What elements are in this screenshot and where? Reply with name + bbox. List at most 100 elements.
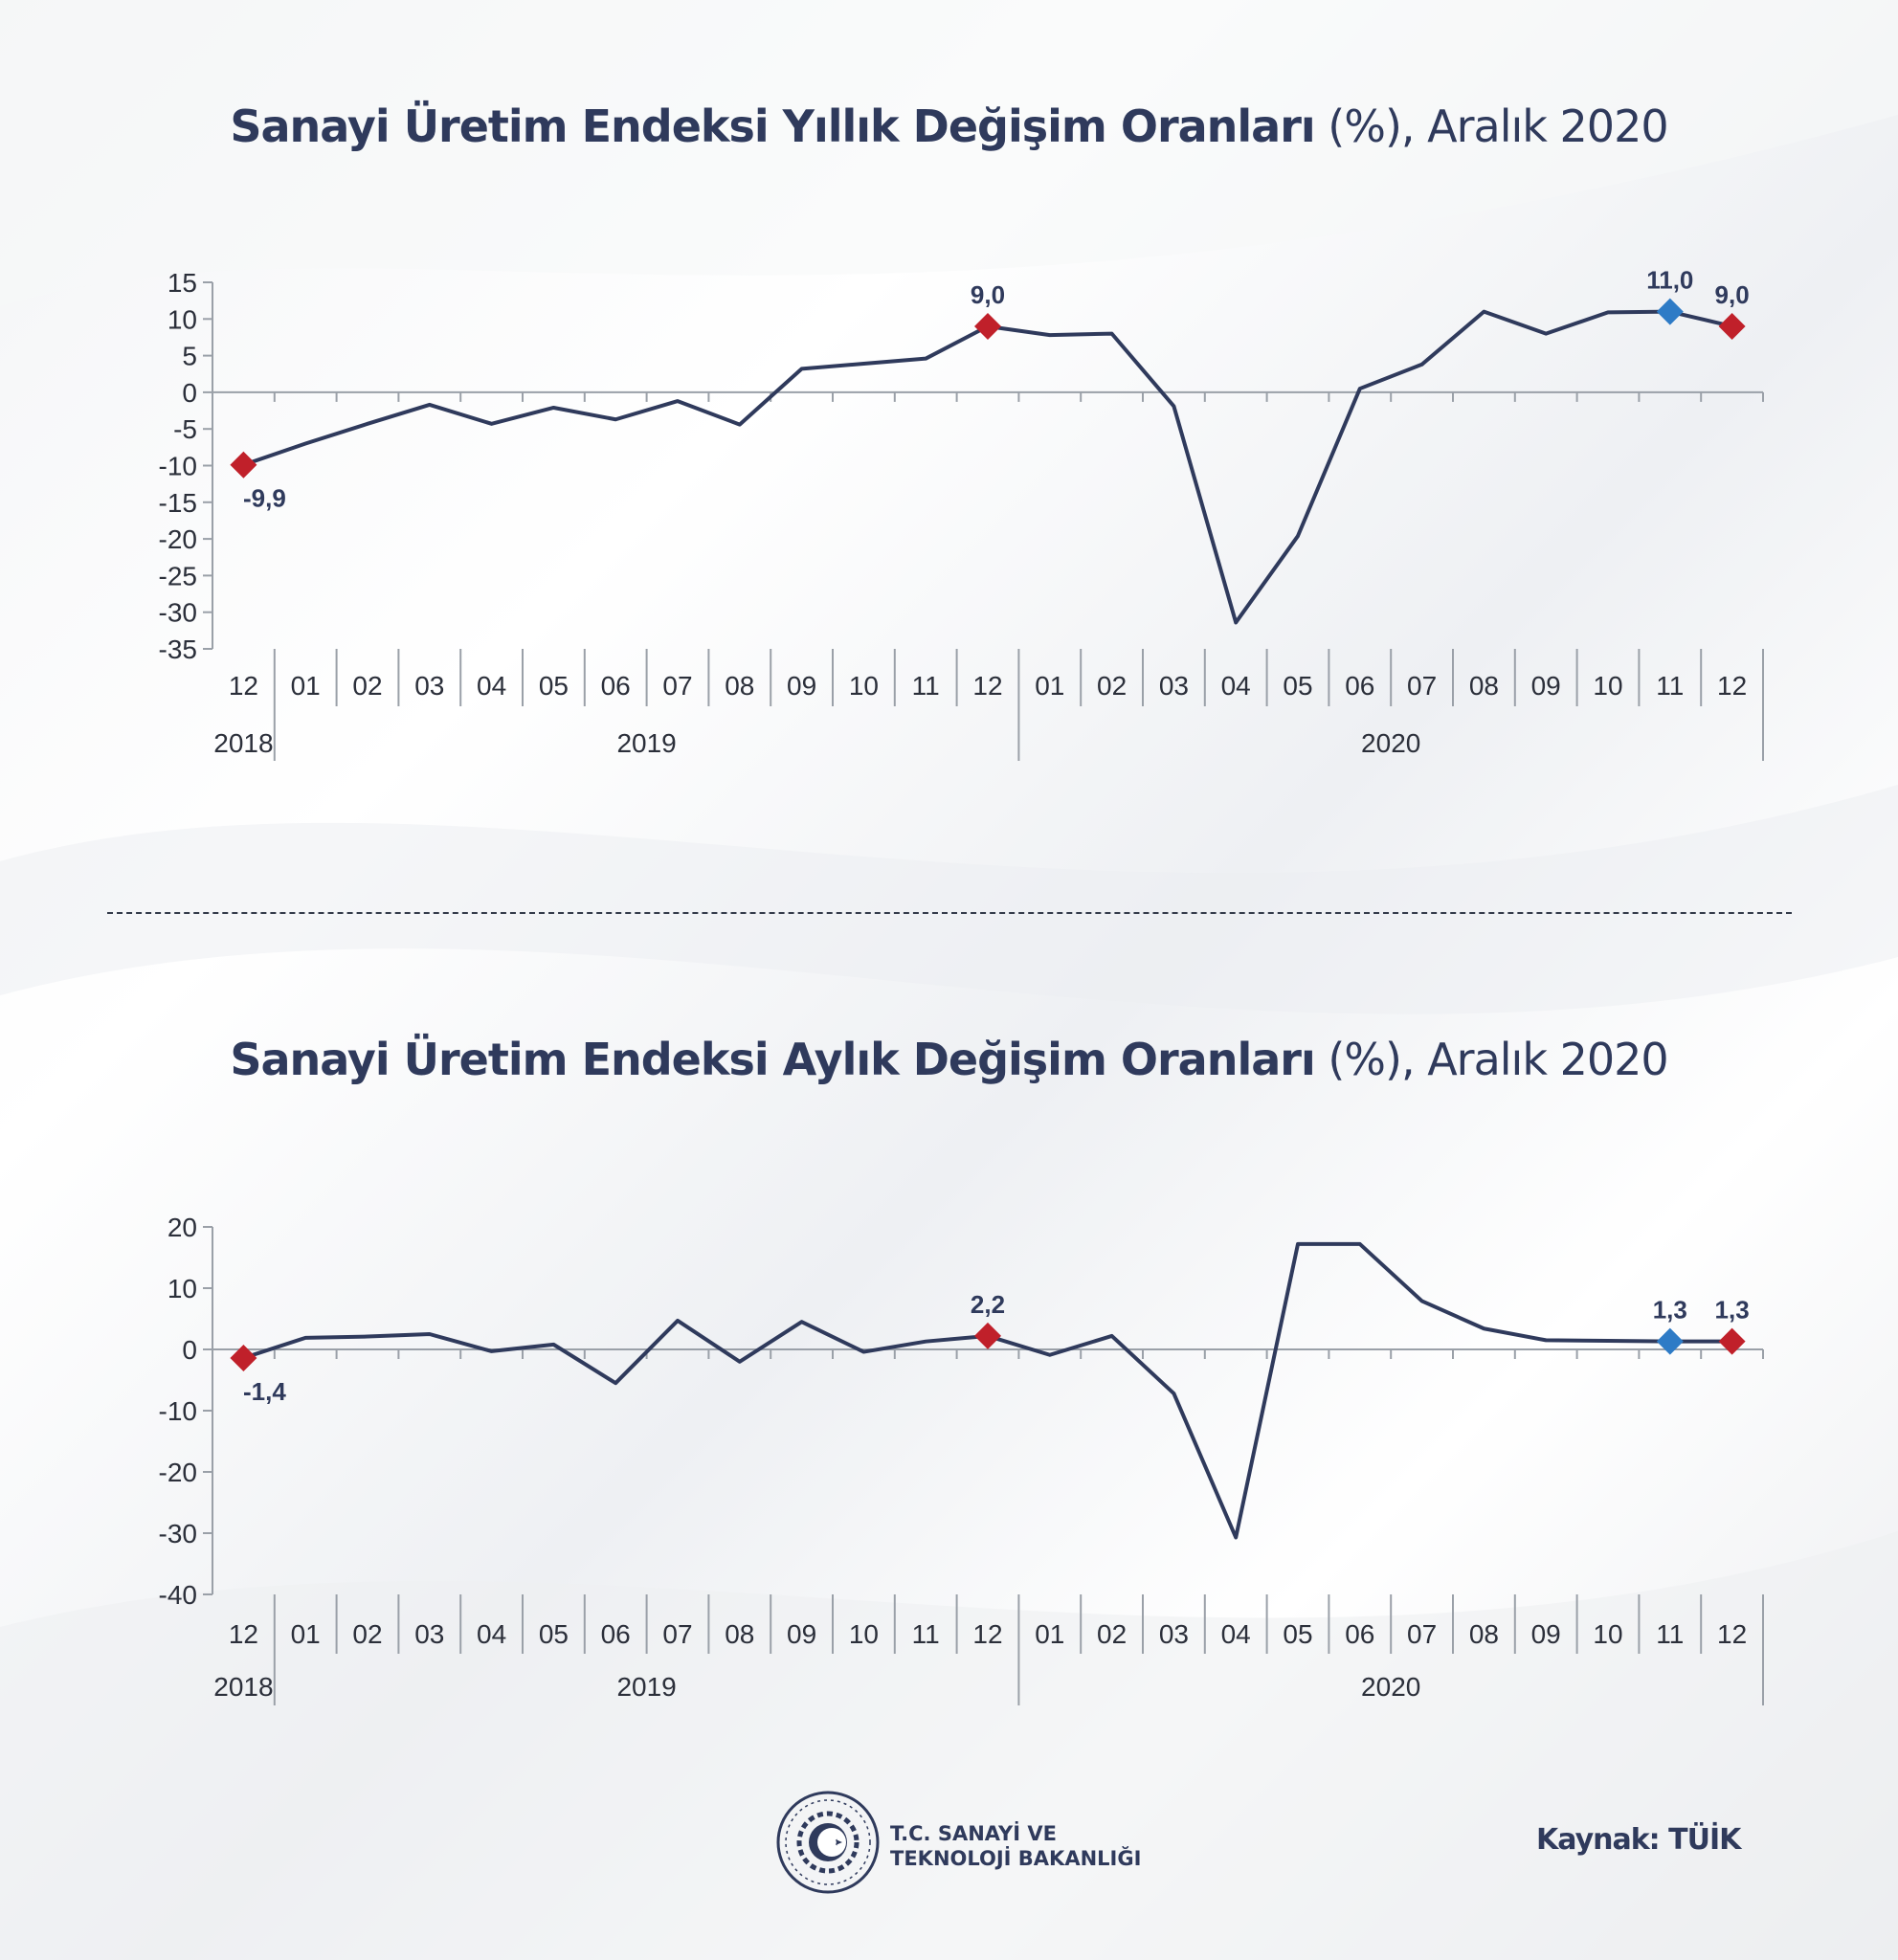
year-label: 2020	[1361, 728, 1420, 758]
x-tick-label: 04	[477, 671, 506, 701]
data-label: 1,3	[1653, 1296, 1687, 1325]
title-light-part: (%), Aralık 2020	[1314, 1034, 1668, 1085]
x-tick-label: 09	[1531, 671, 1561, 701]
ministry-name-line1: T.C. SANAYİ VE	[890, 1822, 1057, 1845]
y-tick-label: -30	[159, 1519, 197, 1548]
y-tick-label: 5	[182, 342, 197, 371]
y-tick-label: -30	[159, 598, 197, 628]
x-tick-label: 07	[662, 1619, 692, 1649]
x-tick-label: 01	[291, 671, 321, 701]
y-tick-label: 20	[167, 1213, 197, 1242]
x-tick-label: 01	[1035, 1619, 1064, 1649]
year-label: 2019	[616, 1672, 676, 1702]
x-tick-label: 03	[1159, 1619, 1189, 1649]
x-tick-label: 05	[539, 1619, 569, 1649]
x-tick-label: 11	[912, 1619, 940, 1649]
section-divider	[107, 912, 1792, 914]
x-tick-label: 05	[539, 671, 569, 701]
ministry-name: T.C. SANAYİ VE TEKNOLOJİ BAKANLIĞI	[890, 1821, 1141, 1871]
data-label: -9,9	[243, 484, 286, 513]
x-tick-label: 01	[1035, 671, 1064, 701]
x-tick-label: 06	[1345, 1619, 1374, 1649]
y-tick-label: 0	[182, 1335, 197, 1365]
title-light-part: (%), Aralık 2020	[1314, 100, 1668, 152]
y-tick-label: 10	[167, 304, 197, 334]
x-tick-label: 11	[1656, 671, 1684, 701]
x-tick-label: 04	[1221, 671, 1251, 701]
data-label: 2,2	[971, 1290, 1005, 1319]
x-tick-label: 03	[414, 671, 444, 701]
data-label: 9,0	[971, 280, 1005, 309]
x-tick-label: 02	[352, 1619, 382, 1649]
x-tick-label: 08	[725, 671, 754, 701]
series-line	[242, 1241, 1732, 1540]
x-tick-label: 10	[849, 671, 879, 701]
source-label: Kaynak: TÜİK	[1536, 1823, 1741, 1857]
x-tick-label: 04	[477, 1619, 506, 1649]
x-tick-label: 12	[972, 671, 1002, 701]
x-tick-label: 06	[601, 1619, 631, 1649]
data-label: -1,4	[243, 1377, 286, 1406]
x-tick-label: 01	[291, 1619, 321, 1649]
x-tick-label: 08	[1469, 1619, 1499, 1649]
x-tick-label: 09	[787, 1619, 816, 1649]
annual-change-line-chart: 15 10 5 0 -5 -10 -15 -20 -25 -30 -35 12 01 02 03 04 05 06…	[159, 266, 1764, 761]
data-point-marker	[1718, 312, 1746, 340]
data-label: 1,3	[1715, 1296, 1750, 1325]
x-tick-label: 05	[1283, 671, 1312, 701]
title-bold-part: Sanayi Üretim Endeksi Yıllık Değişim Ora…	[230, 100, 1315, 152]
data-point-marker	[974, 1322, 1001, 1349]
x-tick-label: 03	[414, 1619, 444, 1649]
ministry-name-line2: TEKNOLOJİ BAKANLIĞI	[890, 1847, 1142, 1870]
data-label: 11,0	[1646, 266, 1693, 295]
y-tick-label: 10	[167, 1274, 197, 1303]
data-point-marker	[230, 451, 257, 479]
x-tick-label: 06	[1345, 671, 1374, 701]
x-tick-label: 11	[1656, 1619, 1684, 1649]
data-point-marker	[1718, 1327, 1746, 1355]
y-tick-label: -40	[159, 1580, 197, 1610]
year-label: 2018	[213, 1672, 273, 1702]
data-label: 9,0	[1715, 280, 1750, 309]
x-tick-label: 09	[787, 671, 816, 701]
x-tick-label: 06	[601, 671, 631, 701]
y-tick-label: -10	[159, 452, 197, 481]
x-tick-label: 12	[229, 671, 258, 701]
y-tick-label: -25	[159, 561, 197, 590]
x-tick-label: 02	[1097, 1619, 1127, 1649]
x-tick-label: 03	[1159, 671, 1189, 701]
x-tick-label: 12	[972, 1619, 1002, 1649]
y-tick-label: -20	[159, 1458, 197, 1487]
x-tick-label: 05	[1283, 1619, 1312, 1649]
data-point-marker	[974, 312, 1001, 340]
monthly-change-line-chart: 20 10 0 -10 -20 -30 -40 12 01 02 03 04 05 06 07 08 09 10 1…	[159, 1213, 1764, 1705]
data-point-marker	[1656, 1327, 1684, 1355]
chart-title-monthly: Sanayi Üretim Endeksi Aylık Değişim Oran…	[0, 1034, 1898, 1085]
ministry-logo	[776, 1791, 880, 1894]
x-tick-label: 12	[1717, 1619, 1747, 1649]
x-tick-label: 02	[352, 671, 382, 701]
x-tick-label: 11	[912, 671, 940, 701]
y-tick-label: -10	[159, 1396, 197, 1426]
y-tick-label: 15	[167, 268, 197, 298]
x-tick-label: 10	[849, 1619, 879, 1649]
x-tick-label: 12	[229, 1619, 258, 1649]
x-tick-label: 04	[1221, 1619, 1251, 1649]
year-label: 2018	[213, 728, 273, 758]
x-tick-label: 07	[1407, 1619, 1437, 1649]
y-tick-label: 0	[182, 378, 197, 408]
y-tick-label: -5	[173, 414, 197, 444]
x-tick-label: 07	[1407, 671, 1437, 701]
y-tick-label: -35	[159, 635, 197, 664]
y-tick-label: -15	[159, 488, 197, 518]
title-bold-part: Sanayi Üretim Endeksi Aylık Değişim Oran…	[230, 1034, 1315, 1085]
data-point-marker	[1656, 298, 1684, 325]
x-tick-label: 09	[1531, 1619, 1561, 1649]
year-label: 2020	[1361, 1672, 1420, 1702]
x-tick-label: 08	[725, 1619, 754, 1649]
x-tick-label: 02	[1097, 671, 1127, 701]
chart-title-annual: Sanayi Üretim Endeksi Yıllık Değişim Ora…	[0, 100, 1898, 152]
x-tick-label: 10	[1593, 671, 1622, 701]
x-tick-label: 10	[1593, 1619, 1622, 1649]
year-label: 2019	[616, 728, 676, 758]
